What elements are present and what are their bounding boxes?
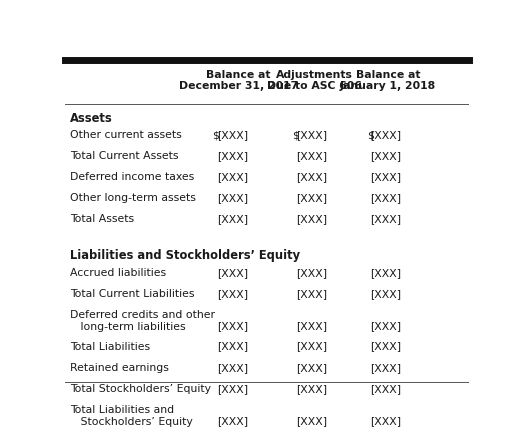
Text: Total Assets: Total Assets	[70, 214, 134, 224]
Text: Deferred credits and other
   long-term liabilities: Deferred credits and other long-term lia…	[70, 310, 215, 332]
Text: [XXX]: [XXX]	[296, 151, 327, 161]
Text: [XXX]: [XXX]	[296, 342, 327, 352]
Text: [XXX]: [XXX]	[217, 151, 248, 161]
Text: [XXX]: [XXX]	[370, 214, 402, 224]
Text: Adjustments
Due to ASC 606: Adjustments Due to ASC 606	[267, 70, 362, 91]
Text: Retained earnings: Retained earnings	[70, 363, 169, 373]
Text: [XXX]: [XXX]	[217, 321, 248, 331]
Text: Assets: Assets	[70, 112, 113, 125]
Text: $: $	[367, 130, 374, 140]
Text: Deferred income taxes: Deferred income taxes	[70, 172, 194, 182]
Text: [XXX]: [XXX]	[370, 151, 402, 161]
Text: [XXX]: [XXX]	[217, 214, 248, 224]
Text: [XXX]: [XXX]	[370, 289, 402, 299]
Text: [XXX]: [XXX]	[370, 363, 402, 373]
Text: Balance at
December 31, 2017: Balance at December 31, 2017	[179, 70, 299, 91]
Text: Total Liabilities: Total Liabilities	[70, 342, 150, 352]
Text: [XXX]: [XXX]	[296, 416, 327, 426]
Text: [XXX]: [XXX]	[217, 130, 248, 140]
Text: [XXX]: [XXX]	[370, 130, 402, 140]
Text: [XXX]: [XXX]	[217, 289, 248, 299]
Text: Total Current Assets: Total Current Assets	[70, 151, 179, 161]
Text: [XXX]: [XXX]	[370, 384, 402, 394]
Text: Liabilities and Stockholders’ Equity: Liabilities and Stockholders’ Equity	[70, 249, 300, 262]
Text: [XXX]: [XXX]	[296, 130, 327, 140]
Text: $: $	[292, 130, 299, 140]
Text: [XXX]: [XXX]	[217, 384, 248, 394]
Text: [XXX]: [XXX]	[217, 193, 248, 203]
Text: [XXX]: [XXX]	[217, 363, 248, 373]
Text: Other current assets: Other current assets	[70, 130, 182, 140]
Text: [XXX]: [XXX]	[296, 363, 327, 373]
Text: [XXX]: [XXX]	[370, 342, 402, 352]
Text: [XXX]: [XXX]	[217, 268, 248, 278]
Text: [XXX]: [XXX]	[296, 268, 327, 278]
Text: [XXX]: [XXX]	[296, 193, 327, 203]
Text: Balance at
January 1, 2018: Balance at January 1, 2018	[340, 70, 436, 91]
Text: Total Liabilities and
   Stockholders’ Equity: Total Liabilities and Stockholders’ Equi…	[70, 405, 193, 427]
Text: $: $	[213, 130, 219, 140]
Text: [XXX]: [XXX]	[296, 172, 327, 182]
Text: [XXX]: [XXX]	[296, 321, 327, 331]
Text: [XXX]: [XXX]	[217, 342, 248, 352]
Text: [XXX]: [XXX]	[370, 193, 402, 203]
Text: [XXX]: [XXX]	[217, 416, 248, 426]
Text: [XXX]: [XXX]	[296, 384, 327, 394]
Text: Total Current Liabilities: Total Current Liabilities	[70, 289, 194, 299]
Text: Other long-term assets: Other long-term assets	[70, 193, 196, 203]
Text: [XXX]: [XXX]	[296, 214, 327, 224]
Text: [XXX]: [XXX]	[370, 172, 402, 182]
Text: [XXX]: [XXX]	[370, 321, 402, 331]
Text: Accrued liabilities: Accrued liabilities	[70, 268, 166, 278]
Text: [XXX]: [XXX]	[296, 289, 327, 299]
Text: [XXX]: [XXX]	[217, 172, 248, 182]
Text: [XXX]: [XXX]	[370, 268, 402, 278]
Text: [XXX]: [XXX]	[370, 416, 402, 426]
Text: Total Stockholders’ Equity: Total Stockholders’ Equity	[70, 384, 211, 394]
